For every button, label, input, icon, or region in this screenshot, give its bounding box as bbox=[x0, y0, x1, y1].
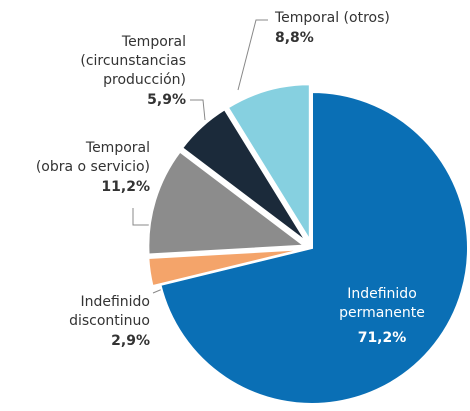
label-line: Indefinido bbox=[80, 294, 150, 310]
leader-line bbox=[190, 99, 206, 121]
slice-label: Indefinido permanente bbox=[339, 286, 425, 321]
pie-slice bbox=[180, 107, 308, 243]
slice-label: Indefinido discontinuo bbox=[69, 294, 150, 329]
pie-slice bbox=[147, 248, 305, 288]
value-label: 8,8% bbox=[275, 30, 314, 46]
label-line: permanente bbox=[339, 305, 425, 321]
label-line: Temporal bbox=[85, 140, 150, 156]
label-line: producción) bbox=[103, 72, 186, 88]
pie-slice bbox=[147, 150, 308, 256]
value-label: 2,9% bbox=[111, 333, 150, 349]
value-label: 71,2% bbox=[358, 330, 407, 346]
value-label: 11,2% bbox=[101, 179, 150, 195]
label-line: Indefinido bbox=[347, 286, 417, 302]
label-line: Temporal (otros) bbox=[274, 10, 390, 26]
pie-slice bbox=[159, 90, 469, 405]
slice-label: Temporal (obra o servicio) bbox=[36, 140, 150, 175]
label-line: discontinuo bbox=[69, 313, 150, 329]
label-line: Temporal bbox=[121, 34, 186, 50]
leader-line bbox=[237, 19, 268, 91]
label-line: (circunstancias bbox=[80, 53, 186, 69]
slice-label: Temporal (otros) bbox=[274, 10, 390, 26]
slice-label: Temporal (circunstancias producción) bbox=[80, 34, 186, 88]
leader-line bbox=[132, 208, 150, 226]
pie-slice bbox=[226, 83, 311, 244]
label-line: (obra o servicio) bbox=[36, 159, 150, 175]
value-label: 5,9% bbox=[147, 92, 186, 108]
